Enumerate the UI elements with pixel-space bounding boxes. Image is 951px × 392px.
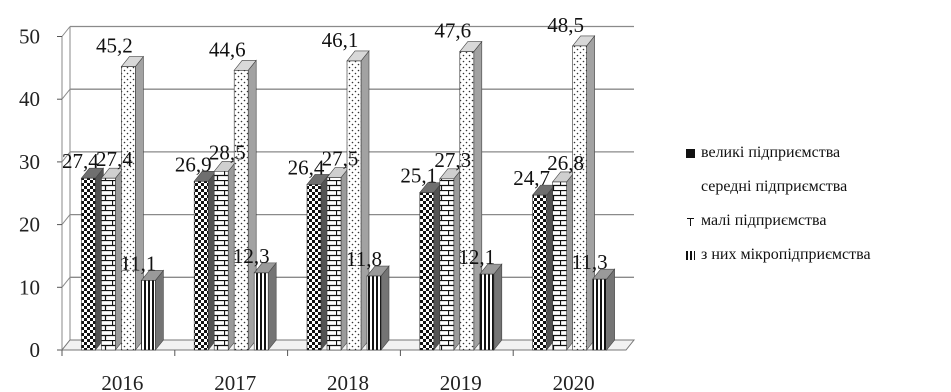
bar-dots-2019 <box>459 40 483 351</box>
legend-swatch-large <box>686 148 695 158</box>
data-labels: 27,427,4 45,2 11,1 26,928,5 44,6 12,3 26,427,5… <box>62 13 608 275</box>
x-tick-label-2017: 2017 <box>214 371 256 392</box>
data-label-brick-2016: 27,4 <box>96 147 133 171</box>
bar-vstripes-2017 <box>253 262 277 351</box>
legend-swatch-micro <box>686 250 695 260</box>
y-tick-label-20: 20 <box>19 213 40 237</box>
y-tick-label-0: 0 <box>30 338 41 362</box>
bar-vstripes-2020 <box>591 268 616 351</box>
bar-vstripes-2019 <box>479 263 503 351</box>
bar-dots-2016 <box>120 55 145 351</box>
wall-tick-30 <box>61 151 71 163</box>
data-label-vstripes-2017: 12,3 <box>233 244 270 268</box>
data-label-vstripes-2020: 11,3 <box>572 250 608 274</box>
data-label-dots-2016: 45,2 <box>96 34 133 58</box>
data-label-checker-2016: 27,4 <box>62 149 99 173</box>
bar-dots-2017 <box>233 59 257 351</box>
y-tick-label-50: 50 <box>19 25 40 49</box>
data-label-vstripes-2019: 12,1 <box>458 245 495 269</box>
bar-vstripes-2018 <box>366 265 390 351</box>
legend-item-small: малі підприємства <box>686 204 951 238</box>
legend-item-large: великі підприємства <box>686 136 951 170</box>
legend-label-medium: середні підприємства <box>701 178 848 195</box>
data-label-checker-2018: 26,4 <box>288 155 325 179</box>
legend: великі підприємства середні підприємства… <box>686 136 951 272</box>
data-label-brick-2020: 26,8 <box>547 151 584 175</box>
data-label-brick-2017: 28,5 <box>209 140 246 164</box>
data-label-checker-2019: 25,1 <box>400 164 437 188</box>
bar-dots-2018 <box>346 50 370 351</box>
legend-label-small: малі підприємства <box>701 212 827 229</box>
data-label-dots-2018: 46,1 <box>322 28 359 52</box>
bar-dots-2020 <box>571 35 596 351</box>
data-label-dots-2020: 48,5 <box>547 13 584 37</box>
data-label-dots-2017: 44,6 <box>209 37 246 61</box>
x-tick-label-2019: 2019 <box>440 371 482 392</box>
data-label-dots-2019: 47,6 <box>434 19 471 43</box>
legend-swatch-medium <box>686 183 695 192</box>
wall-tick-20 <box>61 214 71 225</box>
wall-tick-40 <box>61 88 71 100</box>
x-tick-label-2018: 2018 <box>327 371 369 392</box>
data-label-brick-2018: 27,5 <box>322 147 359 171</box>
legend-item-medium: середні підприємства <box>686 170 951 204</box>
y-tick-label-40: 40 <box>19 87 40 111</box>
bar-checker-2018 <box>306 173 330 351</box>
data-label-checker-2020: 24,7 <box>513 166 550 190</box>
data-label-vstripes-2018: 11,8 <box>346 247 382 271</box>
bars <box>80 35 616 351</box>
legend-label-micro: з них мікропідприємства <box>701 246 871 263</box>
x-tick-label-2016: 2016 <box>101 371 143 392</box>
bar-checker-2020 <box>531 184 556 351</box>
legend-swatch-small <box>686 217 695 226</box>
legend-label-large: великі підприємства <box>701 144 841 161</box>
data-label-vstripes-2016: 11,1 <box>120 251 156 275</box>
data-label-checker-2017: 26,9 <box>175 152 212 176</box>
data-label-brick-2019: 27,3 <box>434 148 471 172</box>
bar-checker-2016 <box>80 167 105 351</box>
bar-vstripes-2016 <box>140 269 165 351</box>
y-tick-label-10: 10 <box>19 275 40 299</box>
y-tick-label-30: 30 <box>19 150 40 174</box>
bar-checker-2019 <box>419 181 443 351</box>
legend-item-micro: з них мікропідприємства <box>686 238 951 272</box>
wall-tick-10 <box>61 276 71 288</box>
wall-tick-50 <box>61 26 71 37</box>
bar-checker-2017 <box>193 170 217 351</box>
x-tick-label-2020: 2020 <box>553 371 595 392</box>
